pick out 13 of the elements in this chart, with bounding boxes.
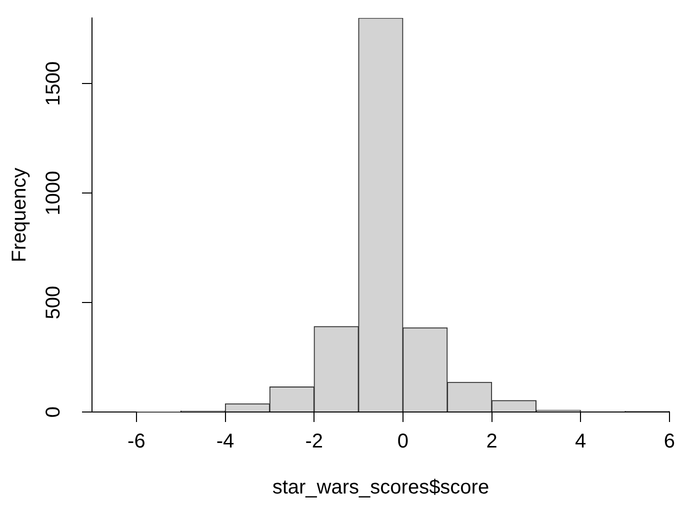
y-tick-label: 1000	[42, 170, 64, 216]
x-tick-label: 6	[664, 430, 675, 453]
x-tick-label: -2	[305, 430, 323, 453]
x-axis-title: star_wars_scores$score	[272, 476, 490, 499]
y-axis-title: Frequency	[8, 168, 31, 262]
x-tick-label: 4	[575, 430, 586, 453]
y-tick-label: 0	[42, 406, 64, 418]
y-tick-label: 1500	[42, 61, 64, 106]
x-tick-label: -6	[128, 430, 146, 453]
x-tick-label: 2	[486, 430, 498, 453]
x-tick-label: -4	[216, 430, 234, 453]
x-tick-label: 0	[397, 430, 408, 453]
y-tick-label: 500	[42, 286, 64, 320]
